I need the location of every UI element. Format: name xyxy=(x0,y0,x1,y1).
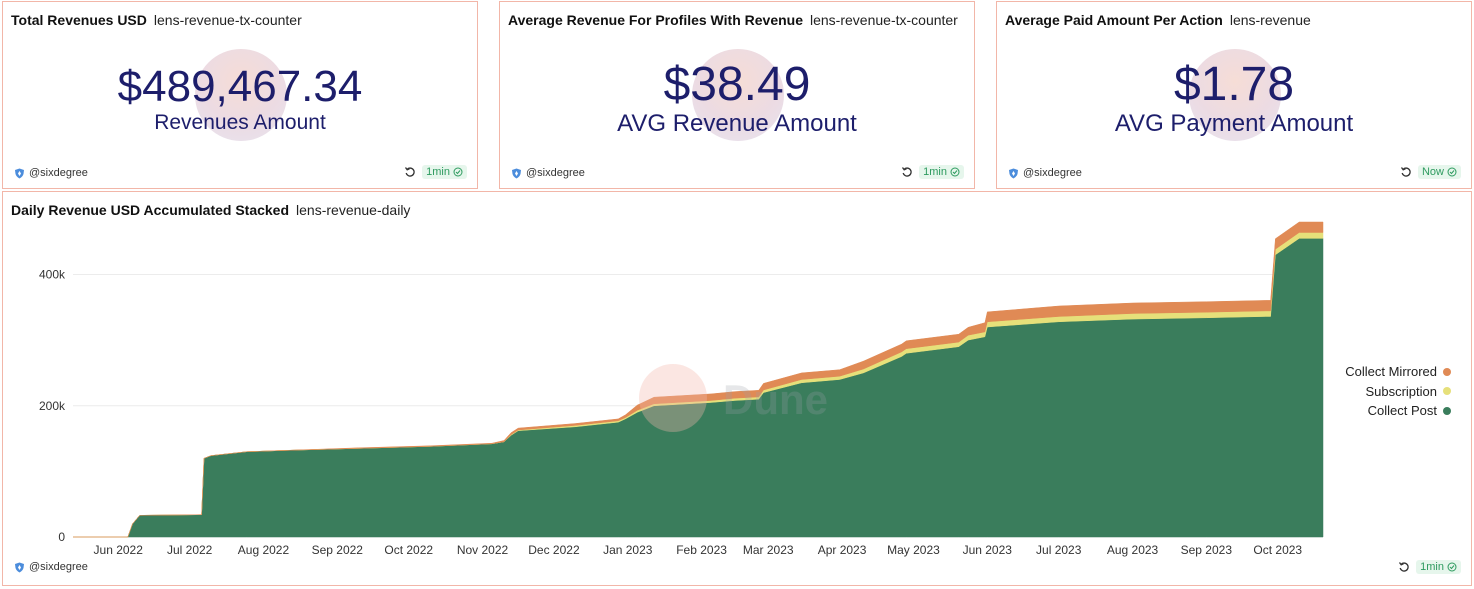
x-tick-label: Jun 2023 xyxy=(963,543,1013,557)
author-link[interactable]: @sixdegree xyxy=(14,561,88,573)
x-tick-label: Jan 2023 xyxy=(603,543,653,557)
legend-label: Subscription xyxy=(1365,383,1437,399)
card-footer-status: Now xyxy=(1400,165,1461,179)
counter-block: $1.78 AVG Payment Amount xyxy=(997,59,1471,137)
card-title[interactable]: Average Revenue For Profiles With Revenu… xyxy=(508,12,958,28)
card-title-text: Daily Revenue USD Accumulated Stacked xyxy=(11,202,290,218)
y-axis-ticks: 0 200k 400k xyxy=(39,268,66,545)
legend-label: Collect Post xyxy=(1367,403,1437,419)
legend-swatch xyxy=(1443,387,1451,396)
check-circle-icon xyxy=(1447,562,1457,572)
refresh-interval: 1min xyxy=(426,166,450,178)
card-title-text: Average Revenue For Profiles With Revenu… xyxy=(508,12,803,28)
x-tick-label: Sep 2023 xyxy=(1181,543,1233,557)
refresh-icon[interactable] xyxy=(1400,166,1412,178)
counter-value: $489,467.34 xyxy=(117,62,363,111)
author-name: @sixdegree xyxy=(526,167,585,179)
x-tick-label: Oct 2022 xyxy=(384,543,433,557)
counter-card-avg-paid: Average Paid Amount Per Action lens-reven… xyxy=(996,1,1472,189)
chart-card-daily-revenue: Daily Revenue USD Accumulated Stacked len… xyxy=(2,191,1472,586)
counter-block: $38.49 AVG Revenue Amount xyxy=(500,59,974,137)
refresh-badge: 1min xyxy=(919,165,964,179)
counter-block: $489,467.34 Revenues Amount xyxy=(3,63,477,135)
legend-swatch xyxy=(1443,367,1451,376)
x-tick-label: Aug 2023 xyxy=(1107,543,1159,557)
x-tick-label: Sep 2022 xyxy=(312,543,364,557)
counter-label: AVG Payment Amount xyxy=(1114,110,1354,137)
legend-item[interactable]: Collect Post xyxy=(1345,401,1451,421)
refresh-interval: 1min xyxy=(923,166,947,178)
card-title[interactable]: Total Revenues USD lens-revenue-tx-counte… xyxy=(11,12,302,28)
shield-icon xyxy=(15,168,24,178)
dune-watermark-icon xyxy=(692,49,784,141)
y-tick-label: 200k xyxy=(39,399,66,413)
query-name[interactable]: lens-revenue-tx-counter xyxy=(810,12,958,28)
refresh-badge: Now xyxy=(1417,165,1461,179)
watermark-text: Dune xyxy=(723,376,828,423)
x-tick-label: Oct 2023 xyxy=(1253,543,1302,557)
stacked-area-chart[interactable]: 0 200k 400k Dune Jun 2022 Jul 2022 Aug 2022 S… xyxy=(3,192,1471,585)
dune-watermark-icon xyxy=(1189,49,1281,141)
author-name: @sixdegree xyxy=(29,167,88,179)
card-footer-status: 1min xyxy=(404,165,467,179)
counter-card-total-revenue: Total Revenues USD lens-revenue-tx-counte… xyxy=(2,1,478,189)
counter-value: $1.78 xyxy=(1173,58,1295,111)
y-tick-label: 0 xyxy=(58,530,65,544)
card-footer-status: 1min xyxy=(1398,560,1461,574)
card-title[interactable]: Average Paid Amount Per Action lens-reven… xyxy=(1005,12,1311,28)
refresh-badge: 1min xyxy=(422,165,467,179)
card-title[interactable]: Daily Revenue USD Accumulated Stacked len… xyxy=(11,202,410,218)
area-series-collect-mirrored xyxy=(73,221,1324,538)
shield-icon xyxy=(15,562,24,572)
query-name[interactable]: lens-revenue xyxy=(1229,12,1311,28)
counter-card-avg-revenue: Average Revenue For Profiles With Revenu… xyxy=(499,1,975,189)
legend-swatch xyxy=(1443,406,1451,415)
y-tick-label: 400k xyxy=(39,268,66,282)
check-circle-icon xyxy=(950,167,960,177)
refresh-badge: 1min xyxy=(1416,560,1461,574)
shield-icon xyxy=(512,168,521,178)
legend-item[interactable]: Subscription xyxy=(1345,382,1451,402)
x-tick-label: Mar 2023 xyxy=(743,543,794,557)
refresh-icon[interactable] xyxy=(1398,561,1410,573)
refresh-interval: 1min xyxy=(1420,561,1444,573)
author-link[interactable]: @sixdegree xyxy=(1008,167,1082,179)
author-name: @sixdegree xyxy=(1023,167,1082,179)
legend-label: Collect Mirrored xyxy=(1345,364,1437,380)
chart-legend: Collect Mirrored Subscription Collect Post xyxy=(1345,362,1451,421)
x-tick-label: Dec 2022 xyxy=(528,543,580,557)
counter-label: AVG Revenue Amount xyxy=(617,110,857,137)
refresh-interval: Now xyxy=(1421,166,1444,178)
author-link[interactable]: @sixdegree xyxy=(14,167,88,179)
card-footer-status: 1min xyxy=(901,165,964,179)
x-tick-label: May 2023 xyxy=(887,543,940,557)
counter-value: $38.49 xyxy=(663,58,811,111)
counter-label: Revenues Amount xyxy=(154,111,326,134)
author-name: @sixdegree xyxy=(29,561,88,573)
dune-logo-icon xyxy=(639,364,707,432)
legend-item[interactable]: Collect Mirrored xyxy=(1345,362,1451,382)
author-link[interactable]: @sixdegree xyxy=(511,167,585,179)
dune-watermark: Dune xyxy=(639,364,828,432)
x-tick-label: Apr 2023 xyxy=(818,543,867,557)
query-name[interactable]: lens-revenue-daily xyxy=(296,202,411,218)
x-tick-label: Feb 2023 xyxy=(676,543,727,557)
x-tick-label: Jul 2023 xyxy=(1036,543,1082,557)
x-tick-label: Aug 2022 xyxy=(238,543,290,557)
x-tick-label: Nov 2022 xyxy=(457,543,509,557)
chart-areas xyxy=(73,221,1324,538)
refresh-icon[interactable] xyxy=(901,166,913,178)
check-circle-icon xyxy=(453,167,463,177)
x-axis-ticks: Jun 2022 Jul 2022 Aug 2022 Sep 2022 Oct 2022… xyxy=(94,543,1303,557)
x-tick-label: Jul 2022 xyxy=(167,543,213,557)
card-title-text: Total Revenues USD xyxy=(11,12,147,28)
refresh-icon[interactable] xyxy=(404,166,416,178)
x-tick-label: Jun 2022 xyxy=(94,543,144,557)
dune-watermark-icon xyxy=(195,49,287,141)
query-name[interactable]: lens-revenue-tx-counter xyxy=(153,12,302,28)
card-title-text: Average Paid Amount Per Action xyxy=(1005,12,1223,28)
check-circle-icon xyxy=(1447,167,1457,177)
shield-icon xyxy=(1009,168,1018,178)
